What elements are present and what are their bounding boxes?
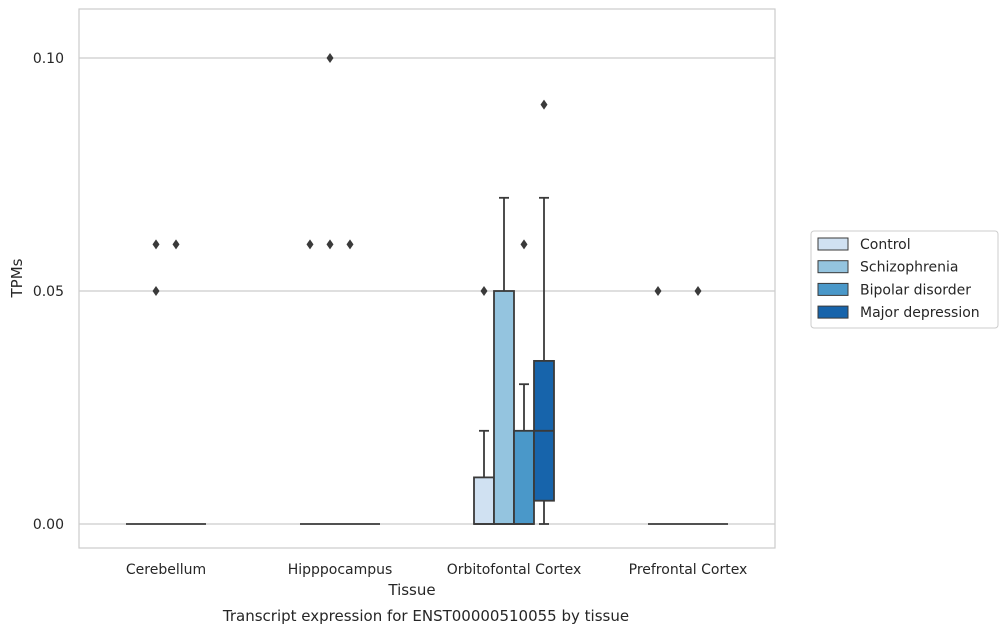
box-body bbox=[493, 290, 515, 525]
box-body bbox=[513, 429, 535, 525]
y-tick-label: 0.10 bbox=[33, 51, 64, 67]
x-tick-label: Hipppocampus bbox=[288, 562, 393, 578]
outlier-point bbox=[694, 286, 702, 296]
outlier-point bbox=[346, 239, 354, 250]
legend-swatch bbox=[817, 305, 849, 319]
x-axis-ticks: Cerebellum Hipppocampus Orbitofontal Corte… bbox=[126, 562, 747, 578]
box-3-0 bbox=[186, 523, 206, 525]
plot-area bbox=[78, 8, 776, 549]
box-0-3 bbox=[648, 286, 668, 525]
legend-label: Major depression bbox=[860, 305, 980, 321]
outlier-point bbox=[152, 239, 160, 250]
box-3-2 bbox=[533, 99, 555, 525]
outlier-point bbox=[152, 286, 160, 296]
legend-label: Bipolar disorder bbox=[860, 282, 971, 298]
box-2-2 bbox=[513, 239, 535, 525]
box-0-1 bbox=[300, 239, 320, 525]
box-2-1 bbox=[340, 239, 360, 525]
box-1-1 bbox=[320, 53, 340, 525]
outlier-point bbox=[172, 239, 180, 250]
legend-frame bbox=[810, 230, 999, 329]
box-1-0 bbox=[146, 239, 166, 525]
outlier-point bbox=[306, 239, 314, 250]
box-2-3 bbox=[688, 286, 708, 525]
box-body bbox=[473, 476, 495, 525]
outlier-point bbox=[326, 53, 334, 63]
legend-label: Control bbox=[860, 237, 911, 253]
y-tick-label: 0.00 bbox=[33, 517, 64, 533]
outlier-point bbox=[480, 286, 488, 296]
outlier-point bbox=[326, 239, 334, 250]
y-tick-label: 0.05 bbox=[33, 284, 64, 300]
outlier-point bbox=[520, 239, 528, 250]
legend: Control Schizophrenia Bipolar disorder Majo… bbox=[810, 230, 999, 329]
y-axis-ticks: 0.000.050.100.150.20 bbox=[33, 51, 64, 533]
boxes bbox=[126, 53, 728, 525]
legend-swatch bbox=[817, 282, 849, 296]
box-0-2 bbox=[473, 286, 495, 525]
y-axis-label: TPMs bbox=[8, 258, 26, 298]
outlier-point bbox=[540, 99, 548, 110]
x-tick-label: Cerebellum bbox=[126, 562, 206, 578]
outlier-point bbox=[654, 286, 662, 296]
x-tick-label: Orbitofontal Cortex bbox=[447, 562, 582, 578]
x-tick-label: Prefrontal Cortex bbox=[629, 562, 748, 578]
chart-caption: Transcript expression for ENST0000051005… bbox=[222, 607, 629, 625]
box-1-2 bbox=[493, 196, 515, 525]
box-2-0 bbox=[166, 239, 186, 525]
legend-swatch bbox=[817, 260, 849, 274]
x-axis-label: Tissue bbox=[387, 581, 435, 599]
legend-swatch bbox=[817, 237, 849, 251]
gridlines bbox=[79, 57, 775, 525]
legend-label: Schizophrenia bbox=[860, 260, 958, 276]
